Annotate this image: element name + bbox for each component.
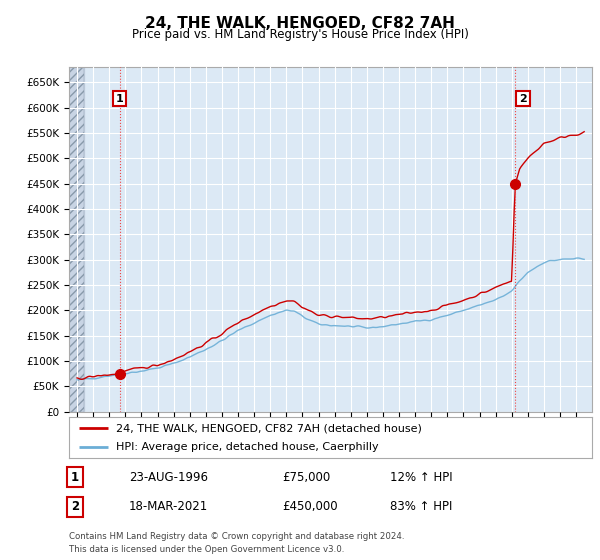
Text: 2: 2	[519, 94, 527, 104]
Text: £450,000: £450,000	[282, 500, 338, 514]
Text: 1: 1	[116, 94, 124, 104]
Bar	[69, 67, 84, 412]
Text: £75,000: £75,000	[282, 470, 330, 484]
Text: 24, THE WALK, HENGOED, CF82 7AH (detached house): 24, THE WALK, HENGOED, CF82 7AH (detache…	[116, 423, 422, 433]
Text: 23-AUG-1996: 23-AUG-1996	[129, 470, 208, 484]
Text: 83% ↑ HPI: 83% ↑ HPI	[390, 500, 452, 514]
Text: 1: 1	[71, 470, 79, 484]
Text: HPI: Average price, detached house, Caerphilly: HPI: Average price, detached house, Caer…	[116, 442, 379, 452]
Text: 2: 2	[71, 500, 79, 514]
Bar	[69, 67, 84, 412]
Text: 12% ↑ HPI: 12% ↑ HPI	[390, 470, 452, 484]
Text: 24, THE WALK, HENGOED, CF82 7AH: 24, THE WALK, HENGOED, CF82 7AH	[145, 16, 455, 31]
Text: Contains HM Land Registry data © Crown copyright and database right 2024.
This d: Contains HM Land Registry data © Crown c…	[69, 532, 404, 553]
Text: 18-MAR-2021: 18-MAR-2021	[129, 500, 208, 514]
Text: Price paid vs. HM Land Registry's House Price Index (HPI): Price paid vs. HM Land Registry's House …	[131, 28, 469, 41]
